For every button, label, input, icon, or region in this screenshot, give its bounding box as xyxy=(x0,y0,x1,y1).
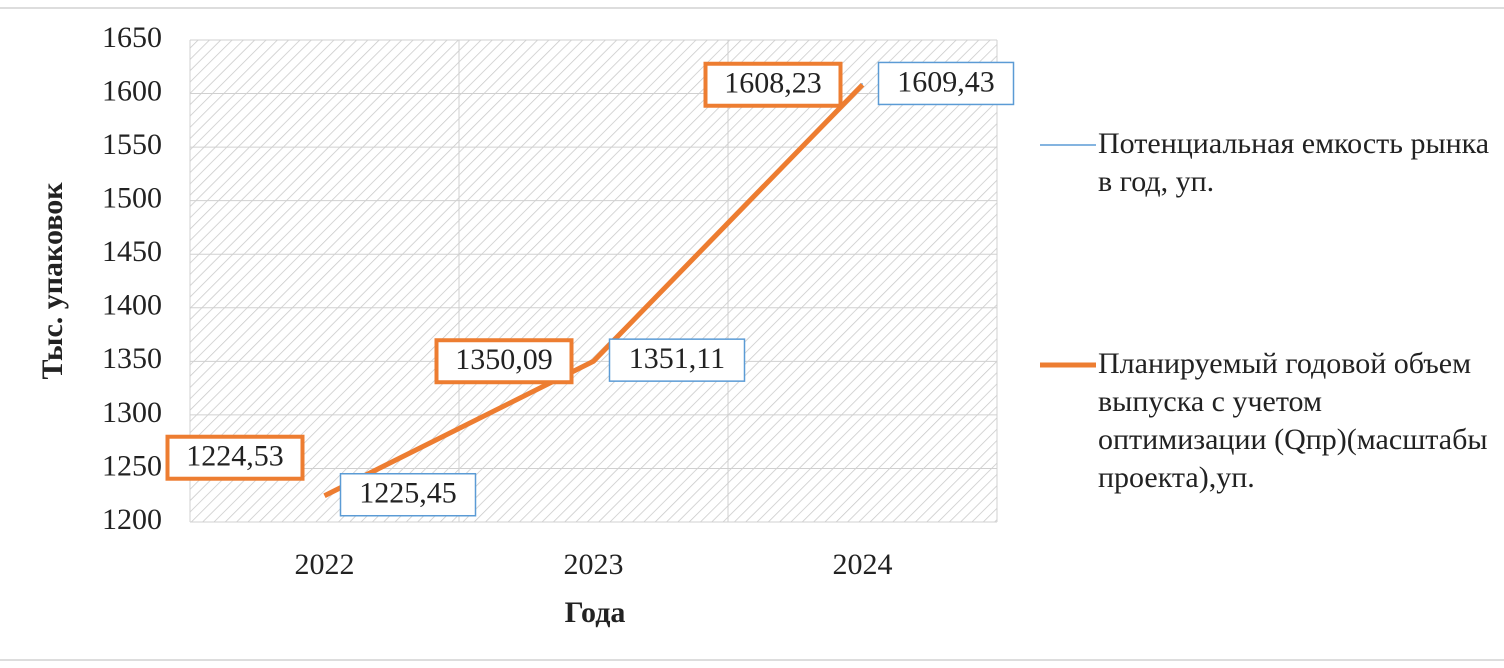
x-tick-label: 2022 xyxy=(295,548,355,581)
data-label-box xyxy=(703,61,843,108)
data-label: 1350,09 xyxy=(455,343,553,376)
data-label: 1609,43 xyxy=(897,65,995,98)
data-label: 1608,23 xyxy=(724,67,822,100)
data-label-box xyxy=(339,472,477,517)
data-label: 1351,11 xyxy=(629,342,725,375)
y-tick-label: 1300 xyxy=(102,396,162,429)
y-tick-label: 1450 xyxy=(102,235,162,268)
legend-label: Потенциальная емкость рынка в год, уп. xyxy=(1098,127,1490,198)
data-label-box xyxy=(434,338,574,385)
y-tick-label: 1650 xyxy=(102,21,162,54)
y-tick-label: 1600 xyxy=(102,74,162,107)
data-label-box xyxy=(165,434,305,481)
y-tick-label: 1250 xyxy=(102,449,162,482)
y-axis-label: Тыс. упаковок xyxy=(36,182,69,380)
data-label: 1224,53 xyxy=(186,440,284,473)
y-tick-label: 1200 xyxy=(102,503,162,536)
data-label-box xyxy=(877,61,1015,106)
legend-label: Планируемый годовой объем выпуска с учет… xyxy=(1098,347,1488,494)
y-tick-label: 1550 xyxy=(102,128,162,161)
x-tick-label: 2023 xyxy=(564,548,624,581)
data-label-box xyxy=(608,338,746,382)
plot-area xyxy=(190,40,997,522)
data-label: 1225,45 xyxy=(359,477,457,510)
y-tick-label: 1400 xyxy=(102,289,162,322)
y-tick-label: 1500 xyxy=(102,182,162,215)
x-axis-label: Года xyxy=(565,596,626,629)
line-series xyxy=(323,82,865,498)
y-tick-label: 1350 xyxy=(102,342,162,375)
x-tick-label: 2024 xyxy=(833,548,893,581)
